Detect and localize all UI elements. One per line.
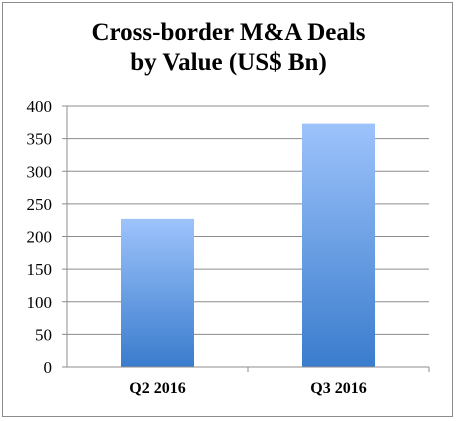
- y-tick-label: 0: [44, 358, 53, 377]
- x-category-label: Q3 2016: [310, 380, 366, 397]
- x-category-labels: Q2 2016 Q3 2016: [129, 367, 430, 397]
- y-tick-label: 400: [27, 97, 53, 116]
- y-tick-label: 50: [35, 325, 52, 344]
- chart-title: Cross-border M&A Deals by Value (US$ Bn): [0, 18, 457, 78]
- chart-title-line-1: Cross-border M&A Deals: [91, 19, 366, 46]
- chart-title-line-2: by Value (US$ Bn): [130, 49, 327, 76]
- x-category-label: Q2 2016: [129, 380, 185, 397]
- y-tick-label: 100: [27, 293, 53, 312]
- bar-q2-2016: [121, 218, 194, 367]
- bar-q3-2016: [302, 123, 375, 368]
- y-tick-label: 150: [27, 260, 53, 279]
- y-tick-labels: 0 50 100 150 200 250 300 350 400: [27, 97, 67, 377]
- bars: [121, 123, 375, 368]
- y-tick-label: 200: [27, 228, 53, 247]
- y-tick-label: 300: [27, 162, 53, 181]
- y-tick-label: 350: [27, 130, 53, 149]
- chart-frame: [2, 2, 453, 417]
- y-tick-label: 250: [27, 195, 53, 214]
